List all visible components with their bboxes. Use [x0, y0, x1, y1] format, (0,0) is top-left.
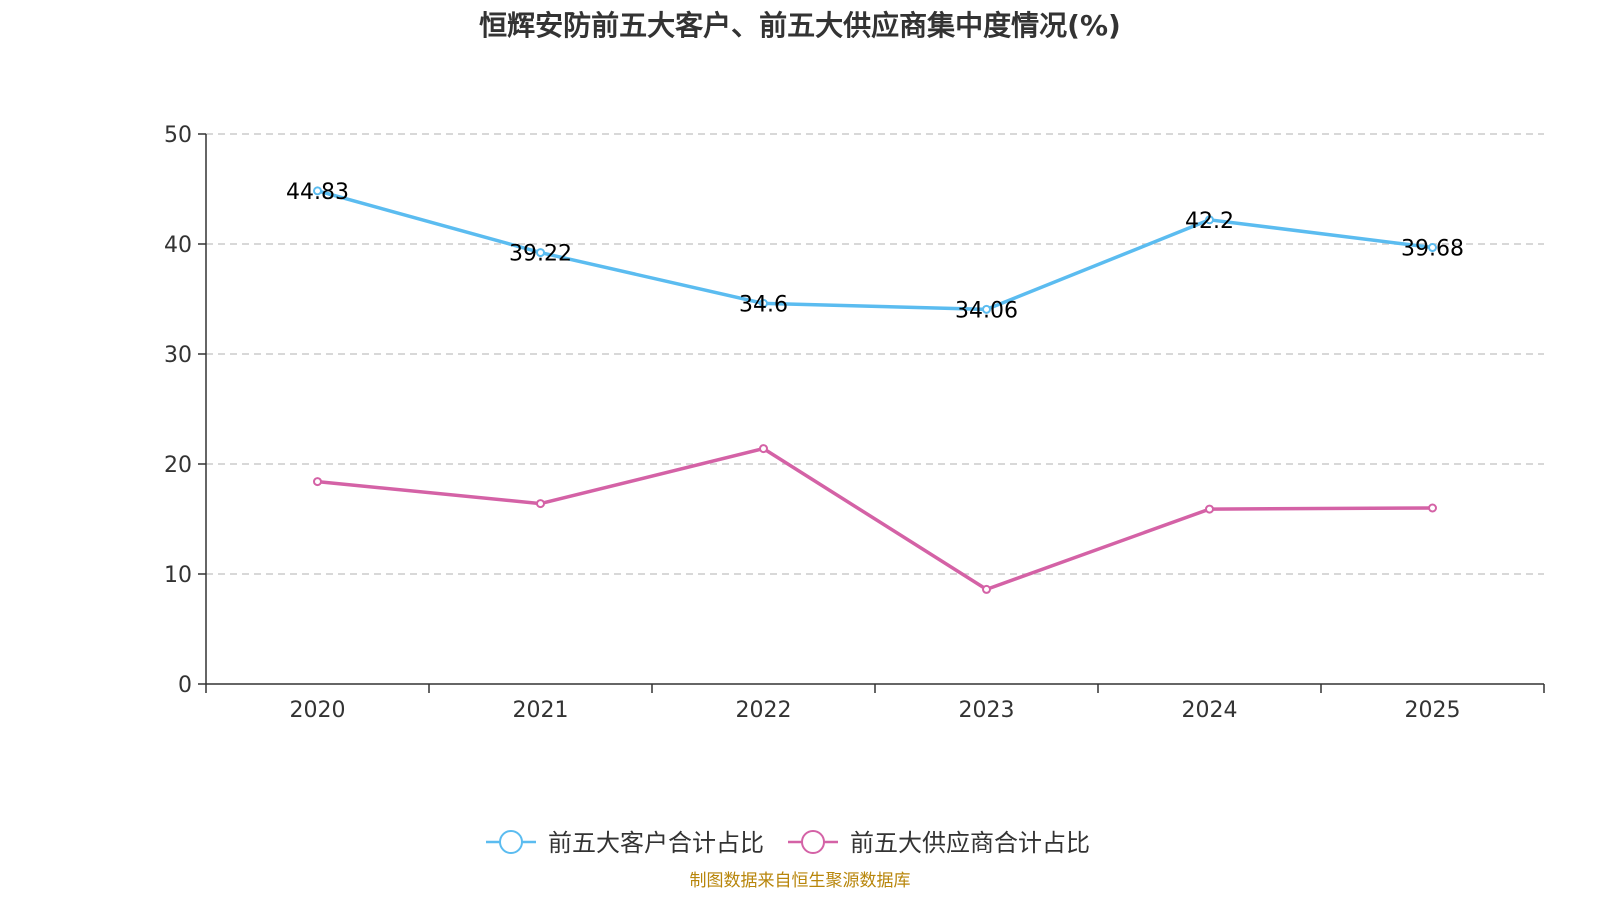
series-line-1 [317, 189, 1433, 312]
y-tick-label: 20 [164, 453, 192, 478]
legend: 前五大客户合计占比 前五大供应商合计占比 [486, 829, 1090, 857]
legend-item-1: 前五大客户合计占比 [486, 829, 764, 857]
legend-marker [801, 830, 825, 854]
legend-label: 前五大供应商合计占比 [850, 829, 1090, 857]
x-tick-label: 2022 [736, 698, 792, 723]
data-point [1205, 504, 1214, 514]
data-point [1205, 215, 1214, 225]
series-line-2 [317, 446, 1433, 592]
grid-lines [206, 133, 1544, 575]
y-tick-label: 40 [164, 233, 192, 258]
data-point [536, 499, 545, 509]
data-point [1428, 503, 1437, 513]
series-lines [313, 186, 1437, 594]
y-tick-label: 50 [164, 123, 192, 148]
data-point [759, 444, 768, 454]
legend-label: 前五大客户合计占比 [548, 829, 764, 857]
x-tick-label: 2023 [959, 698, 1015, 723]
data-point [982, 304, 991, 314]
data-label: 34.6 [739, 292, 788, 317]
data-label: 42.2 [1185, 209, 1234, 234]
source-note: 制图数据来自恒生聚源数据库 [689, 871, 911, 891]
data-point [1428, 243, 1437, 253]
y-tick-label: 30 [164, 343, 192, 368]
chart-title: 恒辉安防前五大客户、前五大供应商集中度情况(%) [479, 9, 1121, 42]
data-label: 44.83 [286, 180, 349, 205]
y-tick-label: 10 [164, 563, 192, 588]
y-tick-label: 0 [178, 673, 192, 698]
data-label: 34.06 [955, 298, 1018, 323]
data-point [759, 298, 768, 308]
x-tick-label: 2021 [513, 698, 569, 723]
data-point [536, 248, 545, 258]
x-tick-label: 2025 [1405, 698, 1461, 723]
data-point [313, 186, 322, 196]
data-point [982, 584, 991, 594]
data-label: 39.68 [1401, 237, 1464, 262]
axes: 0 10 20 30 40 50 2020 2021 2022 2023 2024 2025 [164, 123, 1545, 723]
x-tick-label: 2024 [1182, 698, 1238, 723]
data-point [313, 477, 322, 487]
legend-item-2: 前五大供应商合计占比 [788, 829, 1090, 857]
legend-marker [499, 830, 523, 854]
x-tick-label: 2020 [290, 698, 346, 723]
data-label: 39.22 [509, 242, 572, 267]
data-labels: 44.83 39.22 34.6 34.06 42.2 39.68 [286, 180, 1464, 323]
